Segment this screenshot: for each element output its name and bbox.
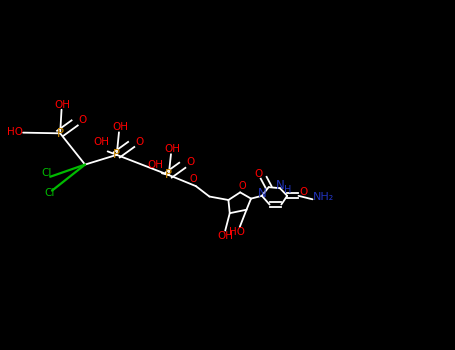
Text: O: O [299, 187, 307, 197]
Text: NH₂: NH₂ [313, 192, 334, 202]
Text: O: O [190, 174, 197, 184]
Text: P: P [165, 168, 172, 182]
Text: Cl: Cl [45, 188, 55, 198]
Text: P: P [57, 127, 64, 140]
Text: OH: OH [55, 100, 71, 110]
Text: Cl: Cl [41, 168, 52, 178]
Text: O: O [79, 115, 87, 125]
Text: OH: OH [93, 136, 109, 147]
Text: O: O [135, 136, 143, 147]
Text: O: O [186, 158, 195, 168]
Text: N: N [276, 179, 285, 192]
Text: O: O [254, 169, 263, 178]
Text: OH: OH [164, 144, 180, 154]
Text: OH: OH [147, 160, 163, 170]
Text: P: P [113, 148, 120, 161]
Text: HO: HO [228, 227, 244, 237]
Text: OH: OH [112, 122, 128, 132]
Text: HO: HO [7, 127, 23, 137]
Text: H: H [284, 184, 292, 195]
Text: O: O [238, 181, 246, 191]
Text: N: N [258, 187, 267, 199]
Text: OH: OH [217, 231, 233, 241]
